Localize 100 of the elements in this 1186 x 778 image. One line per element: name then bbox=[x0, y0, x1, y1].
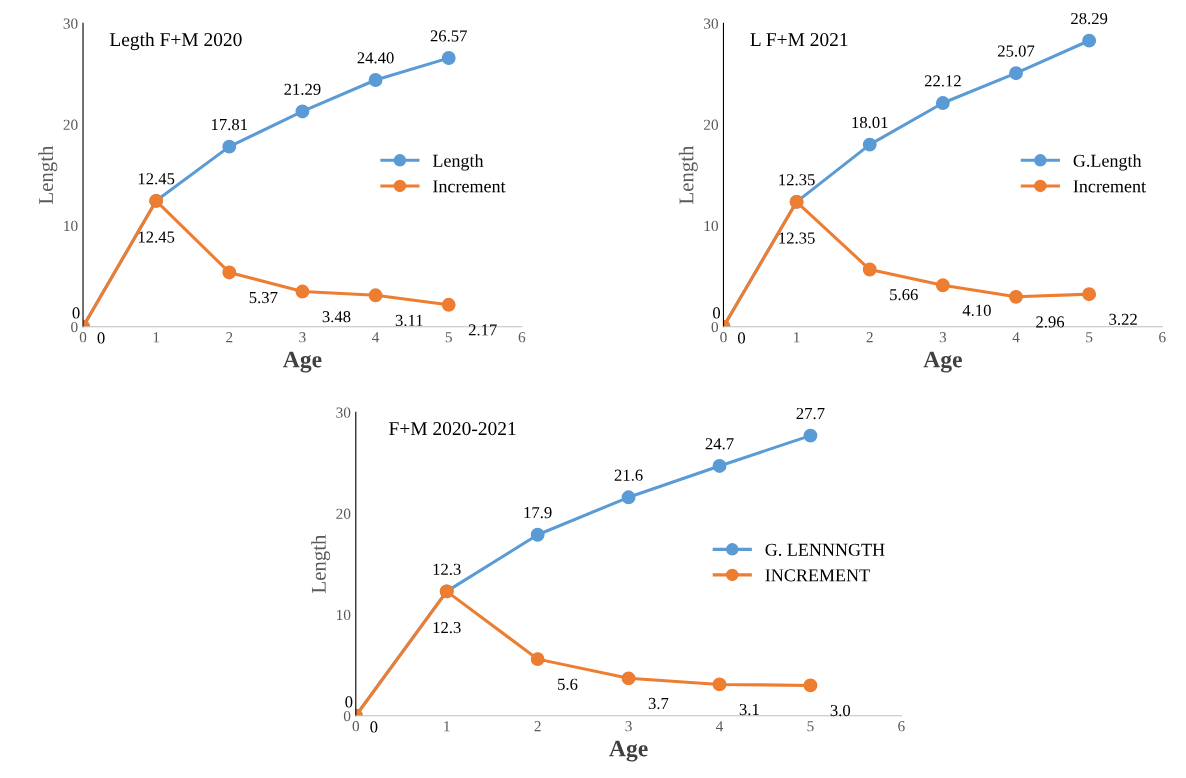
data-label: 5.66 bbox=[890, 289, 918, 301]
y-tick-label: 20 bbox=[63, 119, 78, 130]
point bbox=[712, 677, 727, 692]
point bbox=[862, 137, 877, 152]
chart-title: F+M 2020-2021 bbox=[389, 422, 516, 436]
data-label: 12.35 bbox=[779, 174, 815, 186]
legend-label: INCREMENT bbox=[765, 569, 870, 582]
x-tick-label: 4 bbox=[1012, 332, 1020, 343]
data-label: 3.1 bbox=[739, 703, 759, 716]
y-tick-label: 10 bbox=[704, 220, 719, 232]
data-label: 3.7 bbox=[648, 697, 669, 710]
point bbox=[368, 73, 383, 87]
y-tick-label: 10 bbox=[337, 609, 351, 621]
y-tick-label: 20 bbox=[703, 119, 719, 130]
data-label: 5.37 bbox=[249, 291, 278, 304]
data-label: 12.35 bbox=[779, 232, 815, 244]
chart-title: Legth F+M 2020 bbox=[109, 32, 242, 51]
y-axis-title: Length bbox=[678, 145, 698, 204]
point bbox=[1009, 66, 1023, 81]
data-label: 5.6 bbox=[558, 678, 578, 690]
data-label: 2.96 bbox=[1036, 316, 1065, 328]
x-tick-label: 4 bbox=[715, 721, 724, 732]
point bbox=[803, 428, 818, 443]
point bbox=[295, 104, 310, 119]
data-label: 27.7 bbox=[796, 407, 825, 420]
point bbox=[530, 652, 545, 667]
data-label: 18.01 bbox=[852, 116, 888, 129]
legend-label: Increment bbox=[433, 180, 506, 193]
data-label: 26.57 bbox=[430, 30, 467, 42]
x-tick-label: 2 bbox=[866, 332, 873, 343]
x-axis-title: Age bbox=[282, 351, 322, 373]
x-tick-label: 6 bbox=[1159, 332, 1166, 343]
data-label: 21.6 bbox=[614, 469, 643, 481]
x-tick-label: 3 bbox=[299, 332, 306, 343]
x-tick-label: 4 bbox=[372, 332, 380, 343]
x-tick-label: 5 bbox=[1086, 332, 1093, 343]
x-tick-label: 1 bbox=[153, 332, 160, 343]
data-label: 24.40 bbox=[357, 52, 394, 64]
x-tick-label: 6 bbox=[898, 721, 905, 732]
x-tick-label: 3 bbox=[939, 332, 947, 343]
x-tick-label: 1 bbox=[444, 721, 450, 732]
y-tick-label: 30 bbox=[336, 407, 351, 418]
y-axis-title: Length bbox=[311, 534, 331, 593]
point bbox=[621, 490, 636, 505]
data-label: 3.0 bbox=[830, 704, 851, 717]
data-label: 12.3 bbox=[433, 563, 461, 575]
data-label: 24.7 bbox=[705, 438, 734, 450]
point bbox=[935, 96, 950, 110]
data-label: 2.17 bbox=[468, 324, 497, 336]
data-label: 25.07 bbox=[997, 45, 1035, 57]
x-tick-label: 2 bbox=[226, 332, 233, 343]
legend-label: G.Length bbox=[1073, 154, 1142, 171]
data-label: 28.29 bbox=[1071, 12, 1108, 25]
legend-label: G. LENNNGTH bbox=[765, 543, 885, 556]
data-label: 3.11 bbox=[395, 314, 423, 327]
data-label: 3.22 bbox=[1109, 313, 1137, 325]
point bbox=[368, 288, 383, 303]
x-tick-label: 6 bbox=[518, 332, 526, 343]
data-label: 12.45 bbox=[138, 231, 175, 243]
data-label: 12.3 bbox=[433, 621, 461, 634]
data-label: 21.29 bbox=[284, 83, 321, 95]
point bbox=[712, 458, 727, 473]
y-tick-label: 0 bbox=[711, 321, 719, 333]
point bbox=[1009, 289, 1023, 304]
y-tick-label: 20 bbox=[336, 508, 351, 519]
point bbox=[295, 284, 310, 299]
point bbox=[1082, 287, 1097, 302]
data-label: 4.10 bbox=[962, 304, 991, 317]
point bbox=[222, 265, 237, 280]
chart-title: L F+M 2021 bbox=[750, 33, 848, 47]
x-tick-label: 2 bbox=[534, 721, 541, 732]
data-label: 17.9 bbox=[524, 507, 552, 519]
point bbox=[222, 139, 237, 154]
x-tick-label: 0 bbox=[79, 332, 87, 343]
legend-label: Length bbox=[432, 154, 484, 171]
x-tick-label: 0 bbox=[352, 721, 360, 732]
y-axis-title: Length bbox=[38, 145, 58, 204]
point bbox=[441, 51, 456, 65]
x-tick-label: 1 bbox=[794, 332, 800, 343]
point bbox=[935, 278, 950, 293]
y-tick-label: 10 bbox=[64, 220, 78, 232]
point bbox=[803, 678, 818, 693]
legend-label: Increment bbox=[1073, 180, 1146, 193]
y-tick-label: 0 bbox=[71, 321, 78, 333]
x-axis-title: Age bbox=[923, 351, 962, 373]
point bbox=[530, 527, 545, 542]
data-label: 17.81 bbox=[212, 118, 248, 131]
point bbox=[1082, 33, 1097, 48]
x-tick-label: 5 bbox=[807, 721, 814, 732]
data-label: 12.45 bbox=[138, 173, 175, 185]
point bbox=[862, 262, 877, 277]
point bbox=[441, 297, 456, 312]
x-tick-label: 3 bbox=[625, 721, 632, 732]
y-tick-label: 30 bbox=[63, 18, 78, 29]
y-tick-label: 0 bbox=[343, 710, 351, 722]
x-axis-title: Age bbox=[609, 740, 648, 762]
y-tick-label: 30 bbox=[704, 18, 719, 29]
data-label: 22.12 bbox=[924, 75, 961, 87]
x-tick-label: 0 bbox=[720, 332, 727, 343]
point bbox=[621, 671, 636, 686]
